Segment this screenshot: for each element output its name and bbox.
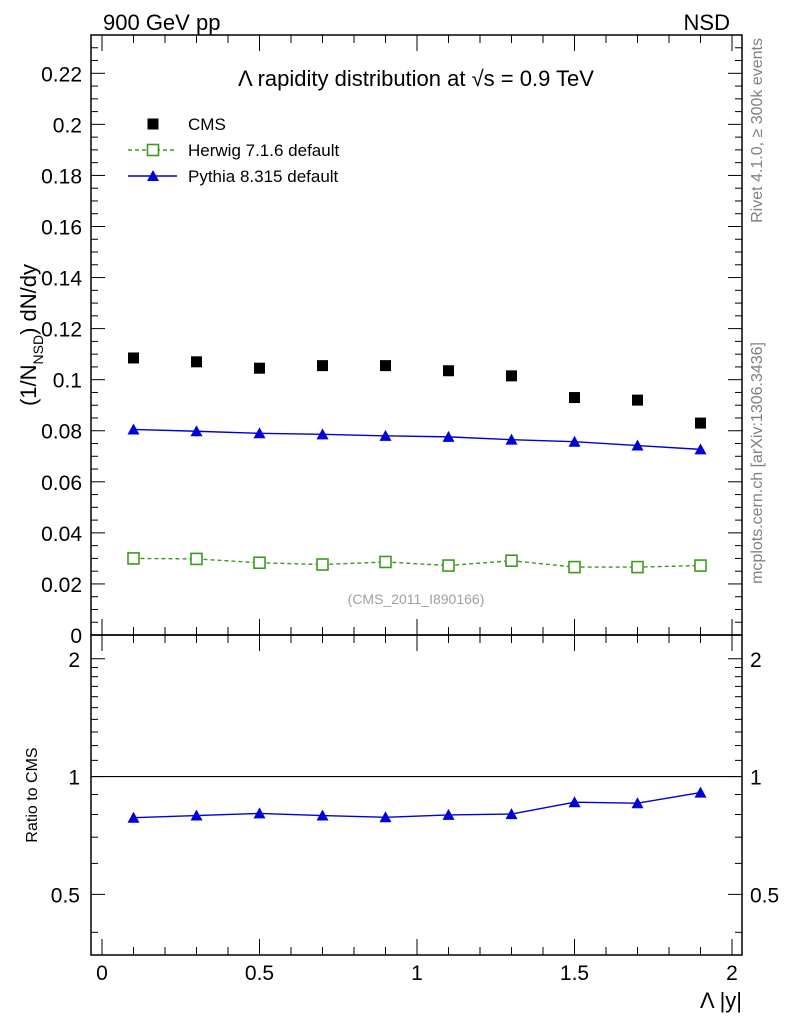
main-ytick-label: 0.1 [53, 370, 82, 393]
data-point [568, 435, 581, 447]
main-y-axis-label: (1/NNSD) dN/dy [16, 264, 46, 406]
x-tick-label: 1 [411, 962, 423, 985]
ratio-data-point [505, 808, 518, 820]
legend-label: Herwig 7.1.6 default [188, 141, 339, 160]
data-point [253, 427, 266, 439]
mcplots-label: mcplots.cern.ch [arXiv:1306.3436] [749, 342, 766, 584]
ratio-ytick-label-right: 0.5 [750, 884, 779, 907]
data-point [443, 365, 454, 377]
ratio-data-point [379, 811, 392, 823]
data-point [316, 428, 329, 440]
data-point [317, 360, 328, 372]
main-ytick-label: 0.16 [41, 216, 82, 239]
ratio-ytick-label-right: 2 [750, 649, 762, 672]
legend-marker [147, 170, 159, 181]
data-point [631, 560, 644, 574]
rivet-label: Rivet 4.1.0, ≥ 300k events [749, 38, 766, 223]
watermark: (CMS_2011_I890166) [348, 591, 485, 607]
main-ytick-label: 0.14 [41, 268, 82, 291]
ratio-y-axis-label: Ratio to CMS [24, 747, 41, 842]
legend: CMS Herwig 7.1.6 default Pythia 8.315 defa… [128, 115, 339, 186]
data-point [505, 433, 518, 445]
main-ytick-label: 0.08 [41, 421, 82, 444]
main-ytick-label: 0.18 [41, 165, 82, 188]
main-ytick-label: 0.2 [53, 114, 82, 137]
ratio-data-point [631, 797, 644, 809]
data-point [190, 425, 203, 437]
ratio-data-point [127, 811, 140, 823]
ratio-data-point [442, 808, 455, 820]
main-series [127, 352, 707, 574]
data-point [253, 556, 266, 570]
data-point [442, 559, 455, 572]
main-axis-ticks [91, 35, 742, 636]
ratio-ytick-label-left: 1 [68, 767, 80, 790]
ratio-data-point [316, 809, 329, 821]
legend-marker [147, 118, 159, 130]
main-ytick-label: 0 [70, 625, 82, 648]
data-point [379, 429, 392, 441]
data-point [569, 392, 580, 404]
main-ytick-label: 0.12 [41, 319, 82, 342]
main-panel: 0 0.02 0.04 0.06 0.08 0.1 0.12 0.14 0.16 0.18 0.2 0… [16, 34, 743, 648]
ratio-series-line [133, 791, 701, 819]
main-ytick-label: 0.22 [41, 63, 82, 86]
svg-text:(1/NNSD) dN/dy: (1/NNSD) dN/dy [16, 264, 46, 406]
data-point [127, 552, 140, 565]
data-point [191, 356, 202, 368]
legend-label: Pythia 8.315 default [188, 167, 339, 186]
series-line [133, 557, 701, 568]
x-tick-labels: 0 0.5 1 1.5 2 [96, 962, 738, 985]
x-tick-label: 1.5 [560, 962, 589, 985]
data-point [380, 360, 391, 372]
data-point [694, 443, 707, 455]
ratio-ytick-label-left: 0.5 [51, 884, 80, 907]
data-point [632, 394, 643, 406]
data-point [442, 430, 455, 442]
ratio-axis-ticks [91, 635, 742, 955]
ratio-panel: 0.5 0.5 1 1 2 2 0 0.5 1 1.5 2 Ratio to CMS Λ |y| [24, 634, 779, 1013]
x-axis-label: Λ |y| [700, 988, 742, 1013]
ratio-data-point [190, 809, 203, 821]
main-y-tick-labels: 0 0.02 0.04 0.06 0.08 0.1 0.12 0.14 0.16 0.18 0.2 0… [41, 63, 82, 648]
ratio-series [127, 786, 707, 823]
header-right: NSD [684, 10, 730, 35]
data-point [568, 560, 581, 574]
legend-label: CMS [188, 115, 226, 134]
ratio-data-point [568, 796, 581, 808]
data-point [190, 552, 203, 566]
main-ytick-label: 0.04 [41, 523, 82, 546]
ratio-frame [90, 634, 743, 956]
main-title: Λ rapidity distribution at √s = 0.9 TeV [238, 66, 594, 91]
data-point [506, 370, 517, 382]
data-point [631, 439, 644, 451]
series-line [133, 428, 701, 451]
data-point [316, 558, 329, 571]
ratio-data-point [694, 786, 707, 798]
x-tick-label: 0 [96, 962, 108, 985]
data-point [505, 554, 518, 568]
ratio-y-tick-labels: 0.5 0.5 1 1 2 2 [51, 649, 779, 908]
ratio-data-point [253, 807, 266, 819]
data-point [254, 362, 265, 374]
main-ytick-label: 0.06 [41, 472, 82, 495]
main-ytick-label: 0.02 [41, 574, 82, 597]
data-point [694, 559, 707, 572]
data-point [127, 423, 140, 435]
data-point [695, 417, 706, 429]
legend-marker [146, 143, 160, 157]
ratio-ytick-label-right: 1 [750, 767, 762, 790]
data-point [379, 555, 392, 569]
header-left: 900 GeV pp [103, 10, 220, 35]
x-tick-label: 2 [726, 962, 738, 985]
ratio-ytick-label-left: 2 [68, 649, 80, 672]
x-tick-label: 0.5 [245, 962, 274, 985]
data-point [128, 352, 139, 364]
